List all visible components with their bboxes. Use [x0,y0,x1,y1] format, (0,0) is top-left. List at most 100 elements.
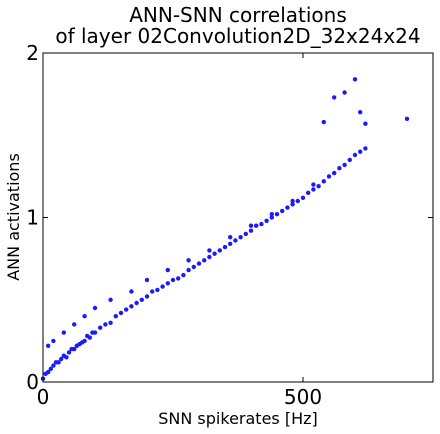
data-point [66,350,72,355]
data-point [59,356,64,362]
data-point [248,223,254,228]
y-tick-label: 0 [26,370,39,394]
x-axis-ticks: 0 500 [37,53,322,409]
data-point [290,198,295,204]
data-point [228,241,233,246]
data-point [51,363,56,368]
data-point [212,251,217,256]
data-point [290,202,295,207]
data-point [181,272,186,278]
data-point [191,264,196,270]
data-point [274,212,280,217]
data-point [306,190,311,195]
data-point [113,314,119,319]
data-point [254,223,259,228]
data-point [64,355,69,360]
x-tick-label: 500 [284,385,322,409]
data-point [363,121,368,126]
data-point [108,320,113,325]
data-point [259,221,264,227]
data-point [170,277,176,283]
data-point [248,228,254,233]
data-point [347,157,352,163]
data-point [269,212,274,217]
data-point [342,162,347,168]
data-point [48,366,53,371]
data-point [82,314,87,319]
data-point [118,310,124,316]
data-point [72,322,77,327]
data-point [207,248,212,253]
data-point [243,231,248,237]
chart-title: ANN-SNN correlations [129,3,347,27]
data-point [202,258,207,263]
data-point [165,267,170,273]
data-point [160,284,165,289]
data-point [404,116,410,122]
data-point [363,146,368,151]
data-point [46,343,51,348]
data-point [269,215,274,220]
data-point [186,267,191,273]
data-point [186,258,191,263]
data-point [108,297,113,302]
data-point [264,218,269,223]
data-point [295,198,300,204]
data-points [40,77,410,381]
data-point [311,187,316,192]
data-point [61,330,66,335]
data-point [337,166,342,171]
data-point [129,289,134,294]
y-axis-ticks: 0 1 2 [26,41,433,394]
data-point [134,300,139,306]
y-tick-label: 2 [26,41,39,65]
data-point [358,110,363,115]
data-point [176,276,181,281]
data-point [87,335,93,340]
data-point [51,338,56,344]
data-point [124,307,129,312]
data-point [233,238,238,243]
data-point [92,330,98,335]
y-axis-label: ANN activations [4,153,23,281]
data-point [358,149,363,154]
data-point [316,184,321,189]
data-point [155,287,160,293]
data-point [280,208,285,214]
plot-area-frame [42,52,434,383]
data-point [129,304,134,309]
data-point [300,195,306,200]
data-point [207,254,212,260]
data-point [144,294,150,299]
data-point [352,77,358,82]
data-point [217,248,222,253]
data-point [196,261,202,266]
x-tick-label: 0 [37,385,50,409]
data-point [103,322,108,327]
data-point [92,305,98,311]
data-point [144,277,150,283]
data-point [238,235,243,240]
data-point [228,235,233,240]
x-axis-label: SNN spikerates [Hz] [158,409,318,428]
y-tick-label: 1 [26,206,39,230]
data-point [98,325,103,330]
data-point [342,90,347,95]
data-point [139,297,144,302]
data-point [321,119,326,125]
data-point [332,170,337,176]
data-point [82,338,87,344]
data-point [150,289,155,294]
data-point [222,244,228,250]
data-point [352,152,358,158]
data-point [326,174,332,179]
data-point [311,182,316,187]
data-point [332,95,337,100]
data-point [321,179,326,184]
data-point [285,205,290,210]
data-point [72,346,77,352]
data-point [56,360,61,365]
data-point [165,281,170,286]
data-point [46,369,51,375]
